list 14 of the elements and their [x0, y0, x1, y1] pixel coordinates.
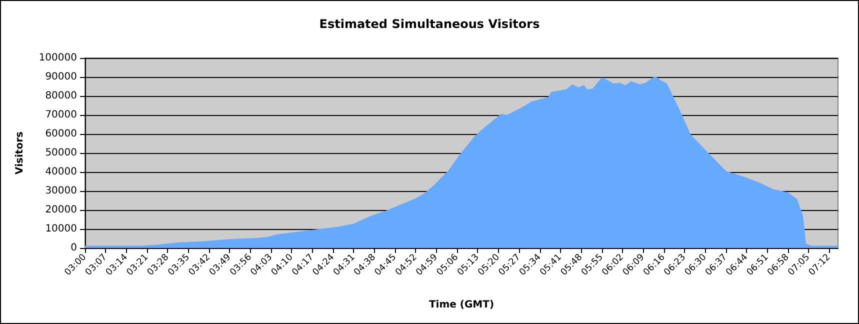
y-tick-label: 30000	[45, 186, 77, 196]
chart-title: Estimated Simultaneous Visitors	[319, 17, 540, 31]
y-tick-label: 10000	[45, 224, 77, 234]
y-tick-label: 70000	[45, 110, 77, 120]
y-tick-label: 50000	[45, 148, 77, 158]
y-tick-label: 100000	[38, 52, 77, 64]
y-tick-label: 40000	[45, 166, 77, 178]
y-tick-label: 60000	[45, 128, 77, 140]
y-axis-title: Visitors	[14, 132, 26, 174]
y-tick-label: 20000	[45, 204, 77, 216]
x-axis-title: Time (GMT)	[428, 300, 494, 310]
y-tick-label: 90000	[45, 72, 77, 82]
y-tick-label: 0	[70, 242, 77, 254]
y-tick-label: 80000	[45, 90, 77, 102]
